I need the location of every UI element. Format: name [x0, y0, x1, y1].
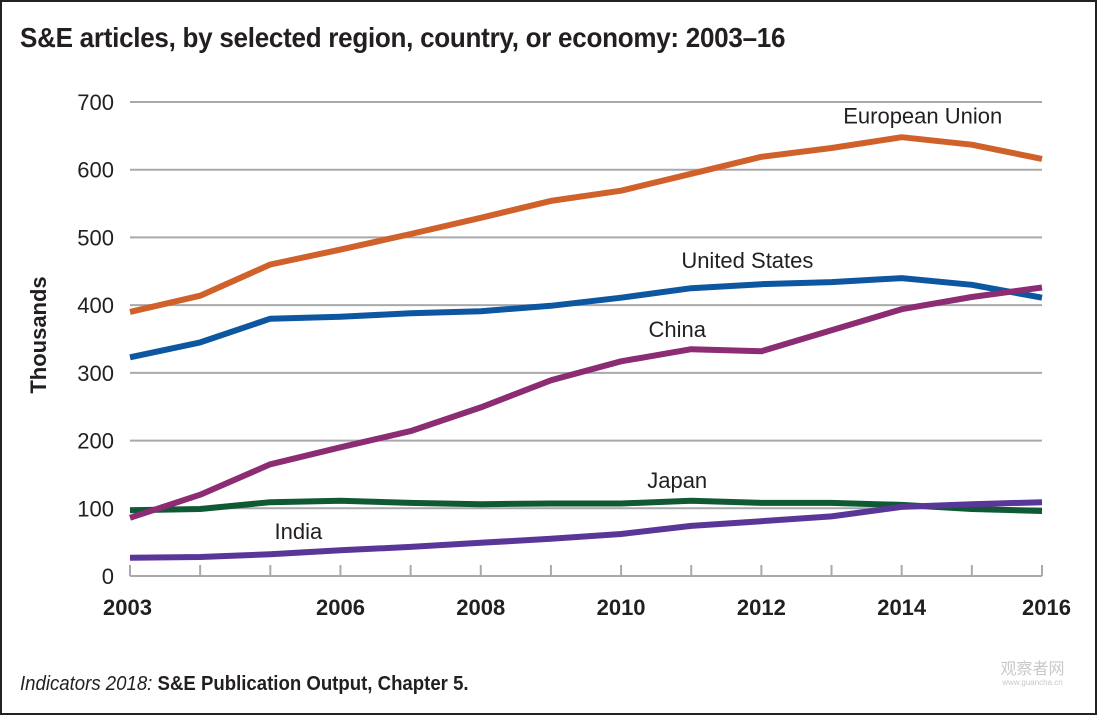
source-chapter: S&E Publication Output, Chapter 5.: [157, 673, 469, 695]
gridlines: [130, 101, 1042, 510]
x-tick-label: 2016: [1022, 595, 1071, 620]
y-tick-label: 400: [77, 293, 114, 318]
y-tick-label: 300: [77, 361, 114, 386]
series-line-japan: [129, 497, 1043, 514]
y-axis-label: Thousands: [26, 276, 51, 393]
series-label-european-union: European Union: [843, 104, 1002, 129]
axes: 0 100 200 300 400 500 600 700 2003 2006 2008 2010 20…: [77, 90, 1071, 620]
y-tick-label: 100: [77, 496, 114, 521]
series-label-india: India: [275, 519, 323, 544]
x-tick-label: 2006: [316, 595, 365, 620]
series-line-european-union: [129, 134, 1043, 315]
source-note: Indicators 2018: S&E Publication Output,…: [20, 673, 469, 696]
series-line-india: [129, 499, 1043, 561]
watermark-url: www.guancha.cn: [1002, 678, 1063, 687]
watermark-text: 观察者网: [1000, 661, 1065, 678]
x-tick-label: 2008: [456, 595, 505, 620]
x-tick-label: 2014: [877, 595, 927, 620]
watermark-logo: 观察者网 www.guancha.cn: [985, 662, 1080, 692]
y-tick-label: 500: [77, 225, 114, 250]
x-tick-label: 2003: [103, 595, 152, 620]
series-lines: [129, 134, 1043, 561]
y-tick-label: 200: [77, 429, 114, 454]
series-label-japan: Japan: [647, 468, 707, 493]
y-tick-label: 0: [102, 564, 114, 589]
x-tick-label: 2012: [737, 595, 786, 620]
series-line-united-states: [129, 275, 1043, 361]
series-label-united-states: United States: [681, 248, 813, 273]
source-publication: Indicators 2018:: [20, 673, 153, 695]
y-tick-label: 700: [77, 90, 114, 115]
x-tick-label: 2010: [597, 595, 646, 620]
series-label-china: China: [648, 317, 706, 342]
series-line-china: [129, 284, 1043, 521]
series-labels: European Union United States China Japan Ind…: [275, 104, 1003, 544]
chart-title: S&E articles, by selected region, countr…: [20, 22, 786, 53]
y-tick-label: 600: [77, 158, 114, 183]
